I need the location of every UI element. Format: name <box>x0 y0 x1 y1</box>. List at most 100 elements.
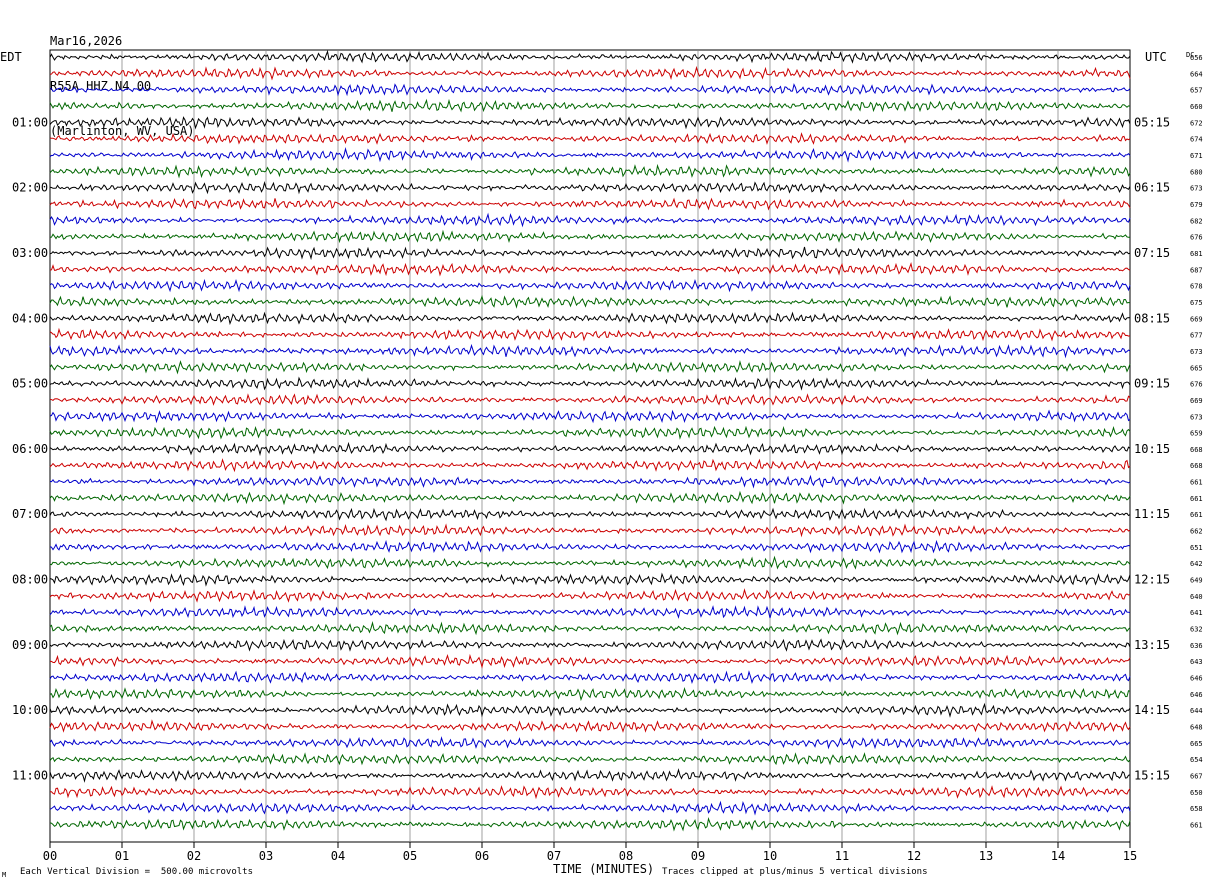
seismic-trace <box>49 197 1131 211</box>
seismic-trace <box>49 572 1131 587</box>
right-hour-label: 06:15 <box>1134 181 1170 195</box>
seismic-trace <box>49 458 1131 473</box>
dc-offset-label: 651 <box>1190 544 1203 552</box>
left-hour-label: 02:00 <box>12 181 48 195</box>
right-hour-label: 10:15 <box>1134 442 1170 456</box>
seismic-trace <box>49 343 1131 359</box>
seismic-trace <box>49 262 1131 277</box>
dc-offset-label: 650 <box>1190 789 1203 797</box>
dc-offset-label: 661 <box>1190 822 1203 830</box>
seismic-trace <box>49 311 1131 326</box>
seismic-trace <box>49 376 1131 391</box>
seismic-trace <box>49 800 1131 816</box>
seismic-trace <box>49 605 1131 619</box>
right-hour-label: 11:15 <box>1134 507 1170 521</box>
dc-offset-label: 672 <box>1190 119 1203 127</box>
seismic-trace <box>49 181 1131 195</box>
x-tick-label: 07 <box>547 849 561 863</box>
left-hour-label: 07:00 <box>12 507 48 521</box>
dc-offset-label: 668 <box>1190 446 1203 454</box>
dc-offset-label: 660 <box>1190 103 1203 111</box>
dc-offset-label: 665 <box>1190 364 1203 372</box>
seismic-trace <box>49 147 1131 163</box>
seismic-trace <box>49 212 1131 228</box>
dc-offset-label: 673 <box>1190 413 1203 421</box>
right-hour-label: 12:15 <box>1134 573 1170 587</box>
left-hour-label: 08:00 <box>12 573 48 587</box>
left-hour-label: 04:00 <box>12 311 48 325</box>
dc-offset-label: 640 <box>1190 593 1203 601</box>
dc-offset-label: 664 <box>1190 70 1203 78</box>
seismic-trace <box>49 327 1131 342</box>
dc-offset-label: 641 <box>1190 609 1203 617</box>
dc-offset-label: 649 <box>1190 577 1203 585</box>
dc-offset-label: 677 <box>1190 332 1203 340</box>
seismic-trace <box>49 539 1131 554</box>
x-tick-label: 14 <box>1051 849 1065 863</box>
x-tick-label: 04 <box>331 849 345 863</box>
dc-offset-label: 669 <box>1190 315 1203 323</box>
dc-offset-label: 682 <box>1190 217 1203 225</box>
dc-column-header: DC <box>1186 51 1194 59</box>
right-hour-label: 14:15 <box>1134 703 1170 717</box>
right-hour-label: 13:15 <box>1134 638 1170 652</box>
x-tick-label: 10 <box>763 849 777 863</box>
vertical-division-note: Each Vertical Division = 500.00 microvol… <box>20 867 253 877</box>
seismic-trace <box>49 409 1131 424</box>
dc-offset-label: 665 <box>1190 740 1203 748</box>
dc-offset-label: 678 <box>1190 283 1203 291</box>
dc-offset-label: 661 <box>1190 511 1203 519</box>
right-hour-label: 08:15 <box>1134 311 1170 325</box>
dc-offset-label: 679 <box>1190 201 1203 209</box>
dc-offset-label: 687 <box>1190 266 1203 274</box>
x-tick-label: 06 <box>475 849 489 863</box>
dc-offset-label: 644 <box>1190 707 1203 715</box>
seismic-trace <box>49 163 1131 179</box>
right-timezone-label: UTC <box>1145 50 1167 64</box>
seismic-trace <box>49 702 1131 718</box>
dc-offset-label: 676 <box>1190 234 1203 242</box>
left-hour-label: 10:00 <box>12 703 48 717</box>
dc-offset-label: 646 <box>1190 675 1203 683</box>
seismic-trace <box>49 83 1131 97</box>
dc-offset-label: 657 <box>1190 87 1203 95</box>
dc-offset-label: 668 <box>1190 462 1203 470</box>
seismic-trace <box>49 441 1131 457</box>
dc-offset-label: 643 <box>1190 658 1203 666</box>
dc-offset-label: 659 <box>1190 430 1203 438</box>
seismic-trace <box>49 49 1131 64</box>
x-tick-label: 00 <box>43 849 57 863</box>
seismic-trace <box>49 116 1131 130</box>
seismic-trace <box>49 490 1131 506</box>
dc-offset-label: 654 <box>1190 756 1203 764</box>
seismic-trace <box>49 670 1131 685</box>
dc-offset-label: 673 <box>1190 348 1203 356</box>
dc-offset-label: 656 <box>1190 54 1203 62</box>
left-hour-label: 09:00 <box>12 638 48 652</box>
seismic-trace <box>49 816 1131 832</box>
seismic-trace <box>49 752 1131 766</box>
dc-offset-label: 642 <box>1190 560 1203 568</box>
dc-offset-label: 667 <box>1190 773 1203 781</box>
seismic-trace <box>49 132 1131 145</box>
seismic-trace <box>49 621 1131 636</box>
left-timezone-label: EDT <box>0 50 22 64</box>
x-tick-label: 03 <box>259 849 273 863</box>
dc-offset-label: 674 <box>1190 136 1203 144</box>
dc-offset-label: 671 <box>1190 152 1203 160</box>
x-tick-label: 08 <box>619 849 633 863</box>
right-hour-label: 05:15 <box>1134 115 1170 129</box>
seismic-trace <box>49 523 1131 538</box>
left-hour-label: 05:00 <box>12 377 48 391</box>
seismic-trace <box>49 474 1131 489</box>
clip-note: Traces clipped at plus/minus 5 vertical … <box>662 867 928 877</box>
dc-offset-label: 636 <box>1190 642 1203 650</box>
seismic-trace <box>49 768 1131 783</box>
right-hour-label: 15:15 <box>1134 769 1170 783</box>
seismic-trace <box>49 246 1131 261</box>
plot-frame <box>49 49 1131 843</box>
x-axis-title: TIME (MINUTES) <box>553 862 655 876</box>
left-hour-label: 06:00 <box>12 442 48 456</box>
right-hour-label: 09:15 <box>1134 377 1170 391</box>
dc-offset-label: 646 <box>1190 691 1203 699</box>
